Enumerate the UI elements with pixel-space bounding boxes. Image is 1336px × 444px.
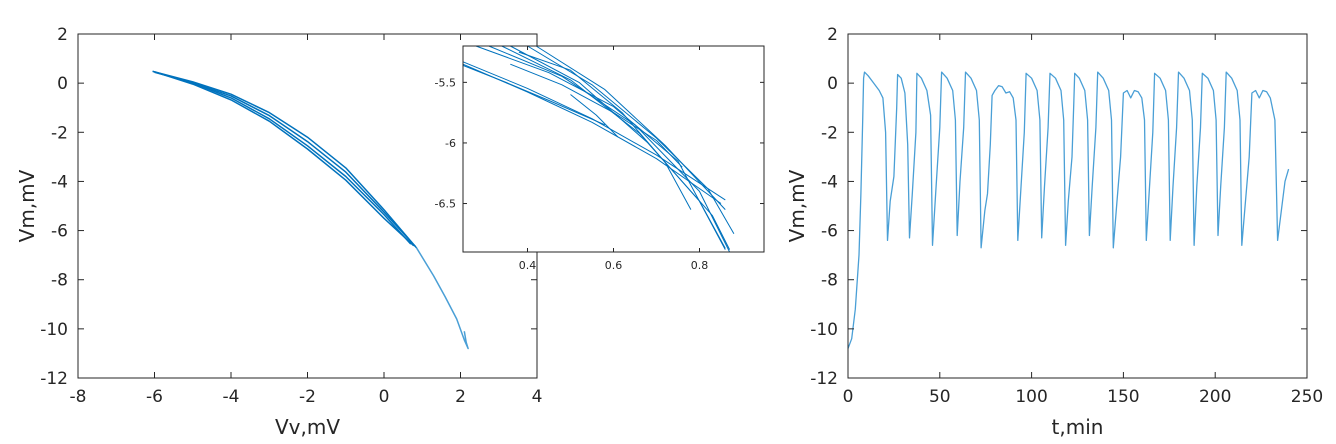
x-tick-label: 200 — [1199, 387, 1231, 407]
y-tick-label: 2 — [827, 25, 838, 45]
series-line — [475, 45, 726, 250]
inset-zoom-panel: 0.4 0.6 0.8 -6.5 -6 -5.5 — [435, 45, 765, 272]
series-line — [154, 71, 415, 247]
y-tick-label: -8 — [51, 271, 68, 291]
x-tick-label: 4 — [532, 387, 543, 407]
y-tick-label: 2 — [57, 25, 68, 45]
x-tick-label: -4 — [223, 387, 240, 407]
series-group — [847, 71, 1290, 349]
y-tick-label: -4 — [821, 172, 838, 192]
x-tick-label: -8 — [70, 387, 87, 407]
series-group — [462, 45, 735, 253]
x-tick-label: 0 — [843, 387, 854, 407]
y-tick-label: -6 — [51, 222, 68, 242]
plot-background — [463, 46, 764, 252]
x-tick-label: 250 — [1291, 387, 1323, 407]
series-line — [535, 45, 726, 210]
x-tick-label: 0.8 — [691, 259, 709, 272]
y-tick-label: -2 — [821, 123, 838, 143]
time-series-panel: 0 50 100 150 200 250 -12 -10 -8 -6 -4 -2 0 2 t,min Vm,m… — [785, 25, 1323, 439]
x-tick-label: 0.4 — [519, 259, 537, 272]
series-line — [154, 71, 416, 248]
y-tick-label: -2 — [51, 123, 68, 143]
x-tick-label: 100 — [1015, 387, 1047, 407]
x-tick-label: 50 — [929, 387, 951, 407]
y-tick-label: -10 — [40, 320, 68, 340]
x-axis-label: Vv,mV — [275, 415, 340, 439]
series-line — [570, 94, 619, 138]
x-axis-label: t,min — [1052, 415, 1104, 439]
x-tick-label: 0 — [379, 387, 390, 407]
x-tick-label: 150 — [1107, 387, 1139, 407]
x-tick-label: -6 — [146, 387, 163, 407]
x-tick-label: -2 — [299, 387, 316, 407]
y-axis-label: Vm,mV — [785, 169, 809, 242]
y-axis-label: Vm,mV — [15, 169, 39, 242]
series-line — [152, 70, 418, 249]
y-tick-label: -6.5 — [435, 198, 456, 211]
series-line — [488, 45, 731, 253]
x-tick-label: 2 — [455, 387, 466, 407]
series-line — [518, 51, 692, 210]
y-tick-label: -6 — [445, 137, 456, 150]
series-line — [415, 247, 469, 350]
y-tick-label: -8 — [821, 271, 838, 291]
y-tick-label: -10 — [810, 320, 838, 340]
series-line — [462, 64, 606, 126]
x-tick-label: 0.6 — [605, 259, 623, 272]
series-line — [510, 63, 683, 168]
y-tick-label: 0 — [827, 74, 838, 94]
y-tick-label: -12 — [810, 369, 838, 389]
series-line — [152, 70, 412, 245]
y-tick-label: -4 — [51, 172, 68, 192]
series-group — [152, 70, 469, 350]
y-tick-label: -12 — [40, 369, 68, 389]
y-tick-label: -5.5 — [435, 76, 456, 89]
y-tick-label: 0 — [57, 74, 68, 94]
y-tick-label: -6 — [821, 222, 838, 242]
axes-frame — [847, 33, 1308, 379]
series-line — [847, 71, 1290, 349]
